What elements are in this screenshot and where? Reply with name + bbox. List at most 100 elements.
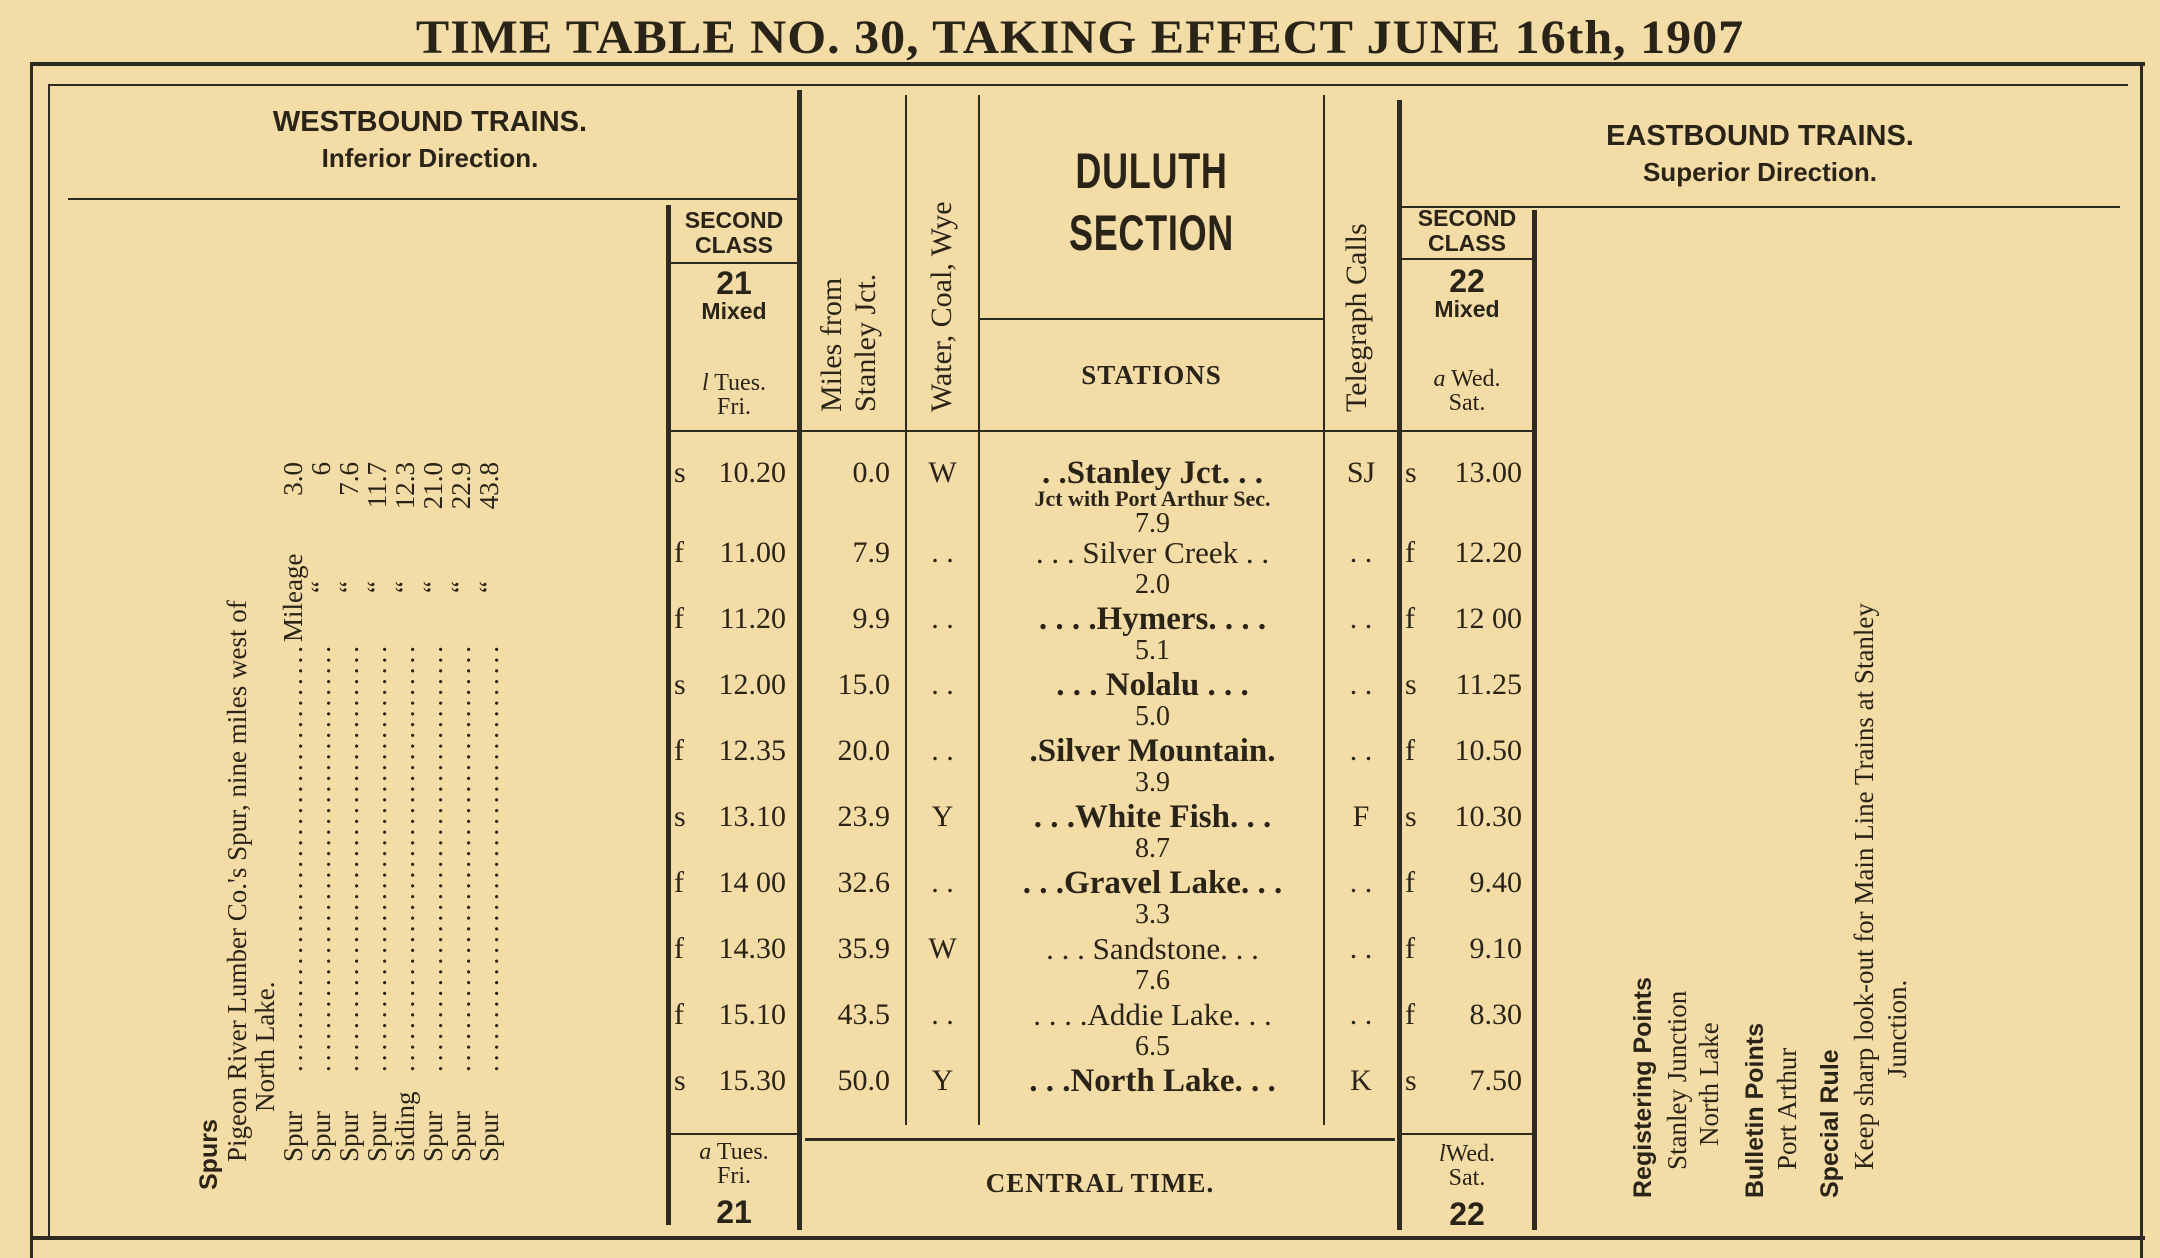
eastbound-time: 9.40	[1469, 866, 1523, 899]
telegraph-call: SJ	[1346, 456, 1376, 489]
train22-days-bottom: lWed. Sat.	[1438, 1141, 1496, 1191]
distance-to-next: 6.5	[1135, 1031, 1170, 1062]
westbound-heading: WESTBOUND TRAINS.	[272, 106, 588, 138]
westbound-time: 11.20	[719, 602, 786, 635]
westbound-time: 14.30	[718, 932, 787, 965]
telegraph-call: F	[1352, 800, 1370, 833]
train21-days-bottom: a Tues. Fri.	[699, 1139, 769, 1189]
spur-item: Spur....................................…	[446, 220, 476, 1162]
eastbound-flag: f	[1405, 866, 1415, 899]
mileage-label: Mileage	[278, 553, 308, 642]
frame-bottom	[30, 1236, 2145, 1240]
dot-leader: ........................................…	[475, 642, 503, 1072]
eastbound-flag: f	[1405, 998, 1415, 1031]
table-bottom-rule-east	[1402, 1133, 1532, 1135]
col-stations-right	[1323, 95, 1325, 1125]
special-rule-text-cont: Junction.	[1882, 979, 1912, 1078]
spur-mileage: 6	[306, 462, 336, 476]
spur-type: Spur	[306, 1110, 336, 1162]
west-header-rule	[68, 198, 798, 200]
distance-to-next: 2.0	[1135, 569, 1170, 600]
col22-right	[1532, 210, 1537, 1230]
section-rule	[980, 318, 1323, 320]
mileage-label: “	[306, 581, 336, 593]
station-note: Jct with Port Arthur Sec.	[1034, 486, 1271, 511]
westbound-flag: f	[674, 734, 684, 767]
westbound-flag: f	[674, 866, 684, 899]
miles-header: Miles from Stanley Jct.	[815, 273, 882, 412]
station-name: . . . .Hymers. . . .	[1038, 601, 1267, 637]
water-coal-wye: . .	[931, 734, 954, 767]
eastbound-flag: s	[1405, 800, 1417, 833]
special-rule-text: Keep sharp look-out for Main Line Trains…	[1849, 603, 1879, 1170]
spurs-intro-line2: North Lake.	[250, 981, 280, 1112]
central-time-label: CENTRAL TIME.	[985, 1168, 1215, 1198]
spur-type: Spur	[474, 1110, 504, 1162]
spur-type: Siding	[390, 1091, 420, 1162]
westbound-direction: Inferior Direction.	[321, 143, 539, 173]
miles-from-stanley: 32.6	[837, 866, 891, 899]
table-bottom-rule	[671, 1133, 799, 1135]
distance-to-next: 3.9	[1135, 767, 1170, 798]
eastbound-flag: s	[1405, 668, 1417, 701]
bulletin-heading: Bulletin Points	[1741, 1023, 1769, 1198]
train21-header: SECOND CLASS 21 Mixed l Tues. Fri.	[671, 208, 797, 420]
frame-right	[2140, 62, 2143, 1258]
dot-leader: ........................................…	[447, 642, 475, 1072]
train22-footer: lWed. Sat. 22	[1402, 1142, 1532, 1232]
westbound-flag: f	[674, 998, 684, 1031]
notes-block: Registering Points Stanley Junction Nort…	[1625, 228, 1925, 1198]
dot-leader: ........................................…	[279, 642, 307, 1072]
spurs-heading: Spurs	[195, 1119, 223, 1190]
header-bottom-rule-east	[1402, 430, 1532, 432]
spur-type: Spur	[362, 1110, 392, 1162]
station-name: . . .North Lake. . .	[1029, 1063, 1276, 1099]
miles-from-stanley: 20.0	[837, 734, 891, 767]
bulletin-point: Port Arthur	[1772, 1047, 1802, 1170]
train22-header: SECOND CLASS 22 Mixed a Wed. Sat.	[1402, 205, 1532, 416]
station-name: . . .Gravel Lake. . .	[1022, 865, 1283, 901]
westbound-time: 12.00	[718, 668, 787, 701]
train22-class: SECOND CLASS	[1417, 205, 1517, 256]
eastbound-flag: f	[1405, 536, 1415, 569]
water-coal-wye: . .	[931, 866, 954, 899]
frame-left	[30, 62, 33, 1258]
westbound-time: 10.20	[718, 456, 787, 489]
westbound-time: 12.35	[718, 734, 787, 767]
eastbound-direction: Superior Direction.	[1642, 157, 1878, 187]
spurs-intro-line1: Pigeon River Lumber Co.'s Spur, nine mil…	[222, 600, 252, 1162]
spur-type: Spur	[418, 1110, 448, 1162]
eastbound-time: 7.50	[1469, 1064, 1523, 1097]
telegraph-call: . .	[1349, 668, 1373, 701]
westbound-flag: f	[674, 602, 684, 635]
telegraph-calls-header: Telegraph Calls	[1340, 223, 1373, 412]
eastbound-time: 11.25	[1455, 668, 1522, 701]
miles-from-stanley: 9.9	[852, 602, 891, 635]
mileage-label: “	[362, 581, 392, 593]
dot-leader: ........................................…	[335, 642, 363, 1072]
dot-leader: ........................................…	[363, 642, 391, 1072]
class22-rule-top	[1402, 258, 1532, 260]
station-name: . . . .Addie Lake. . .	[1033, 997, 1272, 1032]
westbound-time: 14 00	[718, 866, 787, 899]
water-coal-wye: Y	[931, 1064, 954, 1097]
eastbound-time: 12 00	[1454, 602, 1523, 635]
westbound-flag: f	[674, 536, 684, 569]
water-coal-wye: . .	[931, 668, 954, 701]
train21-footer: a Tues. Fri. 21	[671, 1140, 797, 1230]
spur-mileage: 43.8	[474, 462, 504, 510]
mileage-label: “	[446, 581, 476, 593]
col-miles-right	[905, 95, 907, 1125]
train21-number: 21	[716, 265, 752, 301]
miles-from-stanley: 15.0	[837, 668, 891, 701]
westbound-flag: s	[674, 668, 686, 701]
frame-top	[30, 62, 2145, 66]
station-name: . . .White Fish. . .	[1033, 799, 1272, 835]
spur-item: Siding..................................…	[390, 220, 420, 1162]
distance-to-next: 7.6	[1135, 965, 1170, 996]
westbound-flag: f	[674, 932, 684, 965]
telegraph-call: . .	[1349, 536, 1373, 569]
miles-from-stanley: 35.9	[837, 932, 891, 965]
train21-type: Mixed	[701, 298, 767, 324]
station-name: . . . Nolalu . . .	[1056, 667, 1249, 703]
